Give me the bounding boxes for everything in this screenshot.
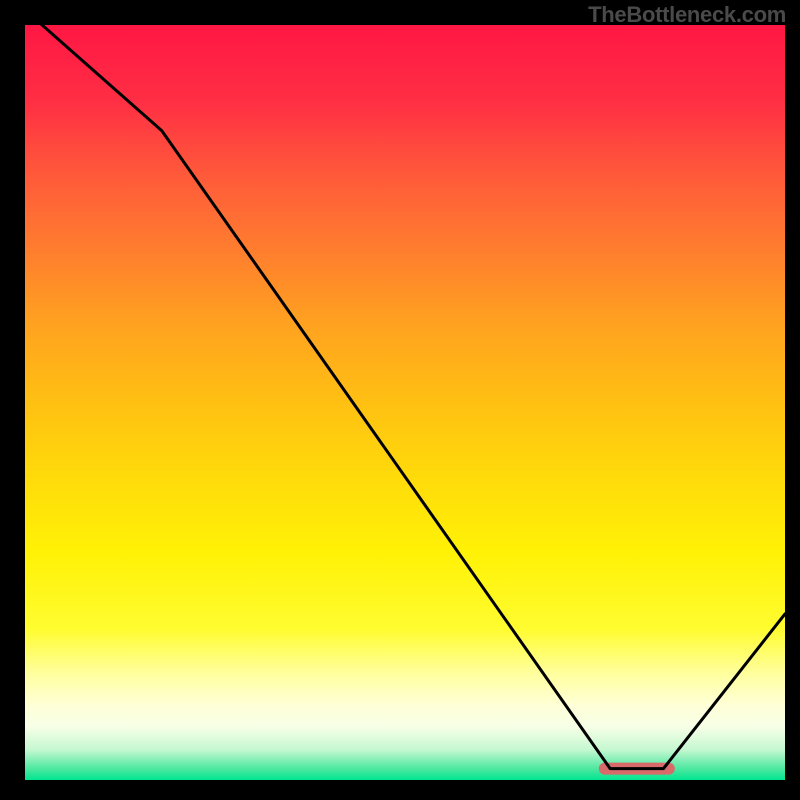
gradient-background [25, 25, 785, 780]
chart-plot-area [25, 25, 785, 780]
watermark-text: TheBottleneck.com [588, 2, 786, 28]
gradient-line-chart [25, 25, 785, 780]
